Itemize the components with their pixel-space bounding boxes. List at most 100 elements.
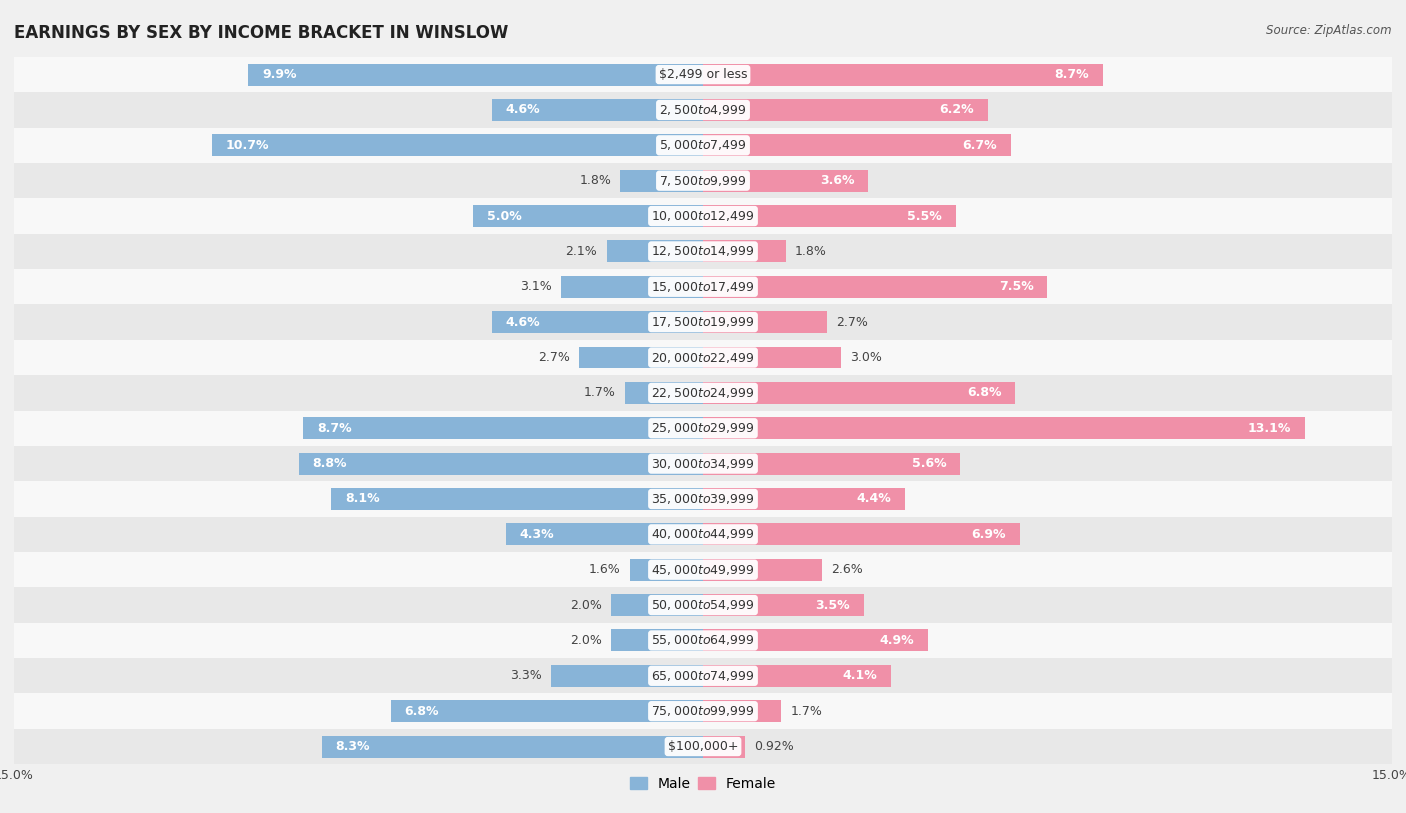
Text: $40,000 to $44,999: $40,000 to $44,999	[651, 528, 755, 541]
Bar	[703, 629, 928, 651]
Text: $45,000 to $49,999: $45,000 to $49,999	[651, 563, 755, 576]
Bar	[14, 517, 1392, 552]
Text: Source: ZipAtlas.com: Source: ZipAtlas.com	[1267, 24, 1392, 37]
Bar	[703, 276, 1047, 298]
Text: $17,500 to $19,999: $17,500 to $19,999	[651, 315, 755, 329]
Text: $7,500 to $9,999: $7,500 to $9,999	[659, 174, 747, 188]
Text: $5,000 to $7,499: $5,000 to $7,499	[659, 138, 747, 152]
Text: 0.92%: 0.92%	[755, 740, 794, 753]
Bar	[703, 99, 988, 121]
Text: $12,500 to $14,999: $12,500 to $14,999	[651, 245, 755, 259]
Text: $50,000 to $54,999: $50,000 to $54,999	[651, 598, 755, 612]
Bar	[703, 453, 960, 475]
Bar	[703, 311, 827, 333]
Text: 2.0%: 2.0%	[569, 634, 602, 647]
Text: 10.7%: 10.7%	[225, 139, 269, 152]
Bar	[299, 453, 703, 475]
Bar	[579, 346, 703, 368]
Text: 8.3%: 8.3%	[336, 740, 370, 753]
Text: EARNINGS BY SEX BY INCOME BRACKET IN WINSLOW: EARNINGS BY SEX BY INCOME BRACKET IN WIN…	[14, 24, 509, 42]
Text: 4.3%: 4.3%	[519, 528, 554, 541]
Bar	[330, 488, 703, 510]
Text: 9.9%: 9.9%	[262, 68, 297, 81]
Bar	[703, 594, 863, 616]
Text: 4.4%: 4.4%	[856, 493, 891, 506]
Legend: Male, Female: Male, Female	[624, 771, 782, 796]
Text: 3.5%: 3.5%	[815, 598, 851, 611]
Text: $75,000 to $99,999: $75,000 to $99,999	[651, 704, 755, 718]
Bar	[506, 524, 703, 546]
Text: 2.1%: 2.1%	[565, 245, 598, 258]
Bar	[14, 92, 1392, 128]
Bar	[14, 659, 1392, 693]
Bar	[703, 205, 956, 227]
Text: 5.6%: 5.6%	[912, 457, 946, 470]
Text: 2.0%: 2.0%	[569, 598, 602, 611]
Bar	[620, 170, 703, 192]
Bar	[211, 134, 703, 156]
Text: $15,000 to $17,499: $15,000 to $17,499	[651, 280, 755, 293]
Bar	[14, 481, 1392, 517]
Bar	[14, 198, 1392, 233]
Text: $65,000 to $74,999: $65,000 to $74,999	[651, 669, 755, 683]
Bar	[703, 559, 823, 580]
Bar	[14, 411, 1392, 446]
Bar	[703, 134, 1011, 156]
Bar	[561, 276, 703, 298]
Bar	[703, 700, 782, 722]
Bar	[703, 417, 1305, 439]
Text: 3.3%: 3.3%	[510, 669, 543, 682]
Text: 8.8%: 8.8%	[312, 457, 347, 470]
Text: 6.7%: 6.7%	[962, 139, 997, 152]
Text: 4.1%: 4.1%	[842, 669, 877, 682]
Bar	[703, 63, 1102, 85]
Bar	[630, 559, 703, 580]
Text: $35,000 to $39,999: $35,000 to $39,999	[651, 492, 755, 506]
Bar	[14, 233, 1392, 269]
Text: 3.1%: 3.1%	[520, 280, 551, 293]
Text: $2,500 to $4,999: $2,500 to $4,999	[659, 103, 747, 117]
Text: $55,000 to $64,999: $55,000 to $64,999	[651, 633, 755, 647]
Bar	[492, 99, 703, 121]
Bar	[14, 552, 1392, 587]
Text: 3.0%: 3.0%	[851, 351, 882, 364]
Bar	[14, 163, 1392, 198]
Text: 2.6%: 2.6%	[831, 563, 863, 576]
Bar	[703, 170, 869, 192]
Bar	[14, 269, 1392, 304]
Bar	[14, 729, 1392, 764]
Bar	[14, 340, 1392, 375]
Text: 13.1%: 13.1%	[1247, 422, 1291, 435]
Bar	[703, 241, 786, 263]
Text: 8.7%: 8.7%	[1054, 68, 1088, 81]
Text: 6.9%: 6.9%	[972, 528, 1007, 541]
Text: 6.2%: 6.2%	[939, 103, 974, 116]
Text: $20,000 to $22,499: $20,000 to $22,499	[651, 350, 755, 364]
Bar	[304, 417, 703, 439]
Bar	[14, 693, 1392, 729]
Text: $22,500 to $24,999: $22,500 to $24,999	[651, 386, 755, 400]
Text: 1.8%: 1.8%	[579, 174, 612, 187]
Bar	[14, 128, 1392, 163]
Bar	[606, 241, 703, 263]
Text: 2.7%: 2.7%	[837, 315, 868, 328]
Text: 5.5%: 5.5%	[907, 210, 942, 223]
Bar	[703, 488, 905, 510]
Text: 6.8%: 6.8%	[967, 386, 1001, 399]
Text: 1.7%: 1.7%	[790, 705, 823, 718]
Bar	[703, 665, 891, 687]
Bar	[703, 736, 745, 758]
Text: $10,000 to $12,499: $10,000 to $12,499	[651, 209, 755, 223]
Text: 4.6%: 4.6%	[506, 103, 540, 116]
Text: 3.6%: 3.6%	[820, 174, 855, 187]
Text: $100,000+: $100,000+	[668, 740, 738, 753]
Bar	[612, 629, 703, 651]
Text: $2,499 or less: $2,499 or less	[659, 68, 747, 81]
Text: $25,000 to $29,999: $25,000 to $29,999	[651, 421, 755, 435]
Bar	[322, 736, 703, 758]
Bar	[14, 304, 1392, 340]
Text: 2.7%: 2.7%	[538, 351, 569, 364]
Text: 4.9%: 4.9%	[880, 634, 914, 647]
Text: 4.6%: 4.6%	[506, 315, 540, 328]
Text: 1.7%: 1.7%	[583, 386, 616, 399]
